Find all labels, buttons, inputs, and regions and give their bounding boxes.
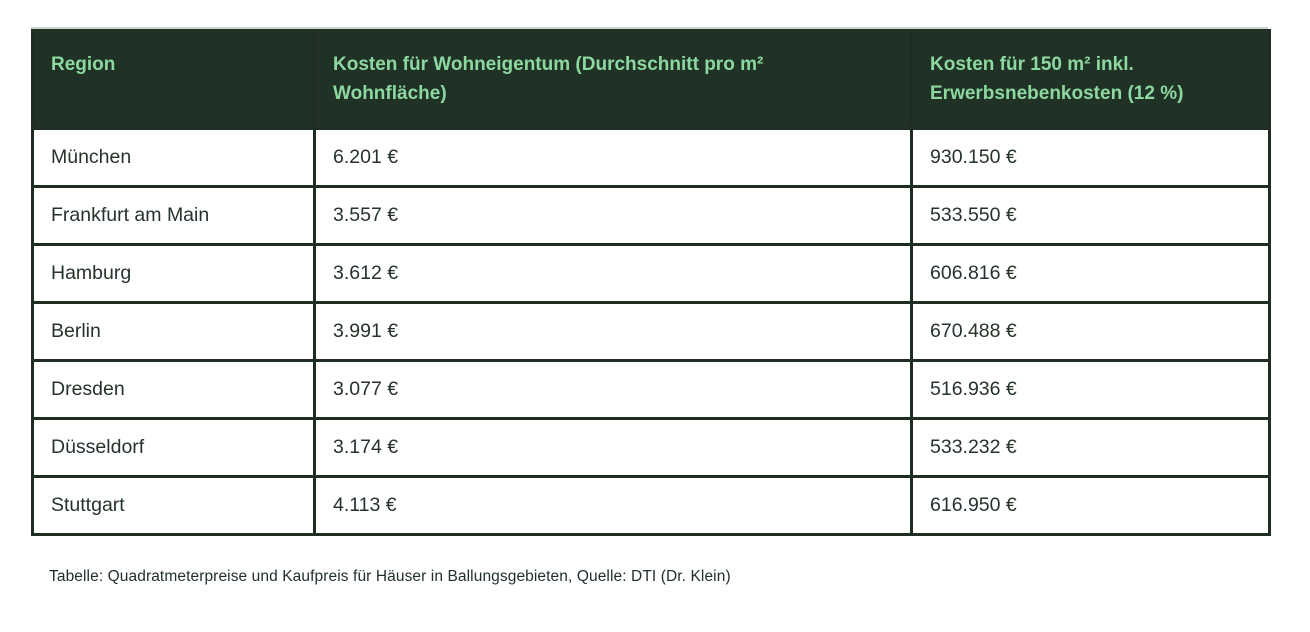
cell-price-150sqm: 533.232 € xyxy=(910,416,1271,478)
cell-region: München xyxy=(31,126,316,188)
cell-price-150sqm: 670.488 € xyxy=(910,300,1271,362)
cell-price-150sqm: 616.950 € xyxy=(910,474,1271,536)
header-cell-region: Region xyxy=(31,29,316,130)
price-table: Region Kosten für Wohneigentum (Durchsch… xyxy=(31,29,1271,536)
table-header-row: Region Kosten für Wohneigentum (Durchsch… xyxy=(31,29,1271,130)
cell-price-per-sqm: 3.077 € xyxy=(313,358,913,420)
header-cell-price-per-sqm: Kosten für Wohneigentum (Durchschnitt pr… xyxy=(313,29,913,130)
cell-price-per-sqm: 6.201 € xyxy=(313,126,913,188)
cell-price-150sqm: 516.936 € xyxy=(910,358,1271,420)
table-row: Dresden 3.077 € 516.936 € xyxy=(31,358,1271,420)
cell-price-per-sqm: 3.612 € xyxy=(313,242,913,304)
cell-price-per-sqm: 4.113 € xyxy=(313,474,913,536)
cell-price-150sqm: 606.816 € xyxy=(910,242,1271,304)
table-row: München 6.201 € 930.150 € xyxy=(31,126,1271,188)
cell-region: Hamburg xyxy=(31,242,316,304)
table-row: Frankfurt am Main 3.557 € 533.550 € xyxy=(31,184,1271,246)
table-row: Düsseldorf 3.174 € 533.232 € xyxy=(31,416,1271,478)
header-cell-price-150sqm: Kosten für 150 m² inkl. Erwerbsnebenkost… xyxy=(910,29,1271,130)
cell-price-150sqm: 930.150 € xyxy=(910,126,1271,188)
cell-price-per-sqm: 3.557 € xyxy=(313,184,913,246)
table-caption: Tabelle: Quadratmeterpreise und Kaufprei… xyxy=(49,568,731,585)
table-row: Hamburg 3.612 € 606.816 € xyxy=(31,242,1271,304)
cell-region: Berlin xyxy=(31,300,316,362)
cell-region: Stuttgart xyxy=(31,474,316,536)
cell-price-150sqm: 533.550 € xyxy=(910,184,1271,246)
price-table-container: Region Kosten für Wohneigentum (Durchsch… xyxy=(31,27,1271,536)
cell-region: Düsseldorf xyxy=(31,416,316,478)
table-row: Berlin 3.991 € 670.488 € xyxy=(31,300,1271,362)
cell-price-per-sqm: 3.991 € xyxy=(313,300,913,362)
header-label: Kosten für Wohneigentum (Durchschnitt pr… xyxy=(333,54,764,105)
cell-region: Frankfurt am Main xyxy=(31,184,316,246)
cell-price-per-sqm: 3.174 € xyxy=(313,416,913,478)
header-label: Region xyxy=(51,54,116,75)
table-row: Stuttgart 4.113 € 616.950 € xyxy=(31,474,1271,536)
cell-region: Dresden xyxy=(31,358,316,420)
header-label: Kosten für 150 m² inkl. Erwerbsnebenkost… xyxy=(930,54,1184,105)
